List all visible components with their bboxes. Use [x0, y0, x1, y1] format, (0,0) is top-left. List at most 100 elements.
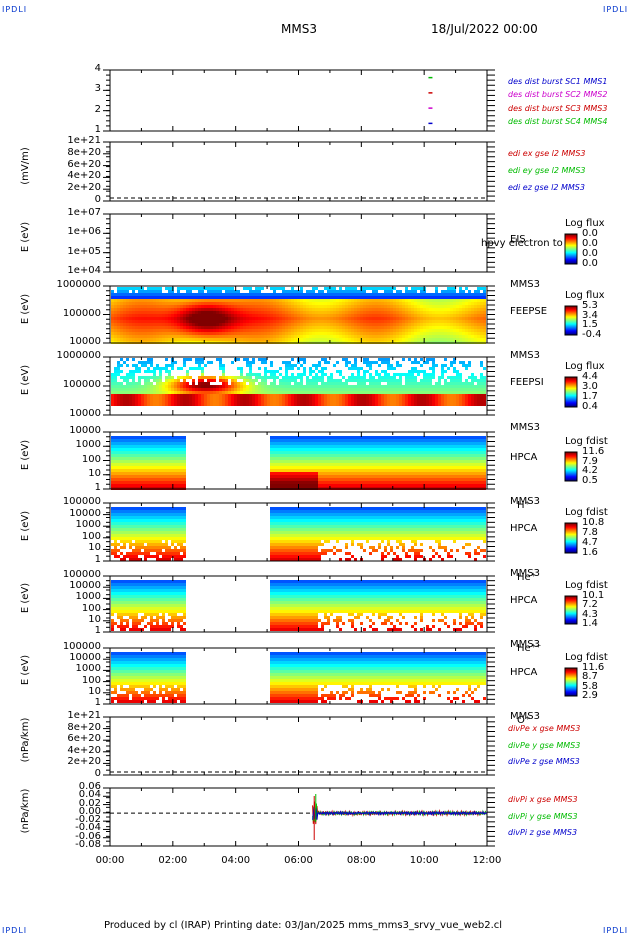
- spectrogram-cell: [213, 326, 216, 329]
- spectrogram-cell: [315, 478, 318, 481]
- spectrogram-cell: [132, 287, 135, 290]
- spectrogram-cell: [465, 379, 468, 382]
- spectrogram-cell: [288, 361, 291, 364]
- spectrogram-cell: [273, 391, 276, 394]
- spectrogram-cell: [252, 326, 255, 329]
- spectrogram-cell: [441, 308, 444, 311]
- spectrogram-cell: [285, 373, 288, 376]
- spectrogram-cell: [330, 338, 333, 341]
- spectrogram-cell: [168, 466, 171, 469]
- spectrogram-cell: [153, 439, 156, 442]
- spectrogram-cell: [276, 403, 279, 406]
- spectrogram-cell: [396, 335, 399, 338]
- spectrogram-cell: [330, 397, 333, 400]
- spectrogram-cell: [384, 379, 387, 382]
- spectrogram-cell: [435, 364, 438, 367]
- spectrogram-cell: [342, 323, 345, 326]
- spectrogram-cell: [414, 311, 417, 314]
- spectrogram-cell: [159, 466, 162, 469]
- spectrogram-cell: [480, 317, 483, 320]
- spectrogram-cell: [417, 287, 420, 290]
- spectrogram-cell: [321, 472, 324, 475]
- spectrogram-cell: [381, 314, 384, 317]
- spectrogram-cell: [270, 370, 273, 373]
- spectrogram-cell: [441, 326, 444, 329]
- spectrogram-cell: [396, 329, 399, 332]
- spectrogram-cell: [273, 382, 276, 385]
- spectrogram-cell: [279, 394, 282, 397]
- spectrogram-cell: [252, 379, 255, 382]
- spectrogram-cell: [336, 394, 339, 397]
- spectrogram-cell: [222, 296, 225, 299]
- spectrogram-cell: [375, 323, 378, 326]
- spectrogram-cell: [132, 481, 135, 484]
- spectrogram-cell: [300, 475, 303, 478]
- spectrogram-cell: [216, 308, 219, 311]
- spectrogram-cell: [261, 299, 264, 302]
- spectrogram-cell: [216, 338, 219, 341]
- spectrogram-cell: [123, 323, 126, 326]
- spectrogram-cell: [345, 323, 348, 326]
- spectrogram-cell: [390, 290, 393, 293]
- spectrogram-cell: [114, 329, 117, 332]
- spectrogram-cell: [249, 379, 252, 382]
- spectrogram-cell: [210, 332, 213, 335]
- spectrogram-cell: [168, 475, 171, 478]
- spectrogram-cell: [147, 293, 150, 296]
- spectrogram-cell: [246, 329, 249, 332]
- spectrogram-cell: [117, 448, 120, 451]
- spectrogram-cell: [135, 367, 138, 370]
- spectrogram-cell: [408, 329, 411, 332]
- spectrogram-cell: [144, 394, 147, 397]
- spectrogram-cell: [435, 305, 438, 308]
- spectrogram-cell: [432, 329, 435, 332]
- spectrogram-cell: [396, 320, 399, 323]
- spectrogram-cell: [135, 472, 138, 475]
- spectrogram-cell: [264, 361, 267, 364]
- spectrogram-cell: [150, 394, 153, 397]
- spectrogram-cell: [303, 314, 306, 317]
- spectrogram-cell: [357, 370, 360, 373]
- spectrogram-cell: [312, 320, 315, 323]
- spectrogram-cell: [327, 451, 330, 454]
- spectrogram-cell: [429, 358, 432, 361]
- spectrogram-cell: [453, 293, 456, 296]
- spectrogram-cell: [255, 302, 258, 305]
- spectrogram-cell: [330, 451, 333, 454]
- spectrogram-cell: [477, 397, 480, 400]
- spectrogram-cell: [321, 293, 324, 296]
- spectrogram-cell: [294, 460, 297, 463]
- spectrogram-cell: [372, 376, 375, 379]
- spectrogram-cell: [306, 379, 309, 382]
- spectrogram-cell: [321, 385, 324, 388]
- spectrogram-cell: [165, 394, 168, 397]
- spectrogram-cell: [159, 376, 162, 379]
- spectrogram-cell: [381, 287, 384, 290]
- spectrogram-cell: [363, 302, 366, 305]
- spectrogram-cell: [111, 445, 114, 448]
- spectrogram-cell: [138, 466, 141, 469]
- spectrogram-cell: [330, 335, 333, 338]
- spectrogram-cell: [267, 305, 270, 308]
- spectrogram-cell: [420, 290, 423, 293]
- spectrogram-cell: [135, 484, 138, 487]
- spectrogram-cell: [264, 391, 267, 394]
- spectrogram-cell: [192, 379, 195, 382]
- spectrogram-cell: [297, 293, 300, 296]
- spectrogram-cell: [279, 439, 282, 442]
- spectrogram-cell: [171, 394, 174, 397]
- spectrogram-cell: [348, 326, 351, 329]
- spectrogram-cell: [285, 305, 288, 308]
- spectrogram-cell: [159, 442, 162, 445]
- spectrogram-cell: [462, 311, 465, 314]
- spectrogram-cell: [444, 326, 447, 329]
- spectrogram-cell: [150, 335, 153, 338]
- spectrogram-cell: [354, 296, 357, 299]
- spectrogram-cell: [111, 329, 114, 332]
- spectrogram-cell: [420, 311, 423, 314]
- spectrogram-cell: [285, 376, 288, 379]
- spectrogram-cell: [141, 323, 144, 326]
- spectrogram-cell: [207, 308, 210, 311]
- spectrogram-cell: [303, 451, 306, 454]
- spectrogram-cell: [282, 445, 285, 448]
